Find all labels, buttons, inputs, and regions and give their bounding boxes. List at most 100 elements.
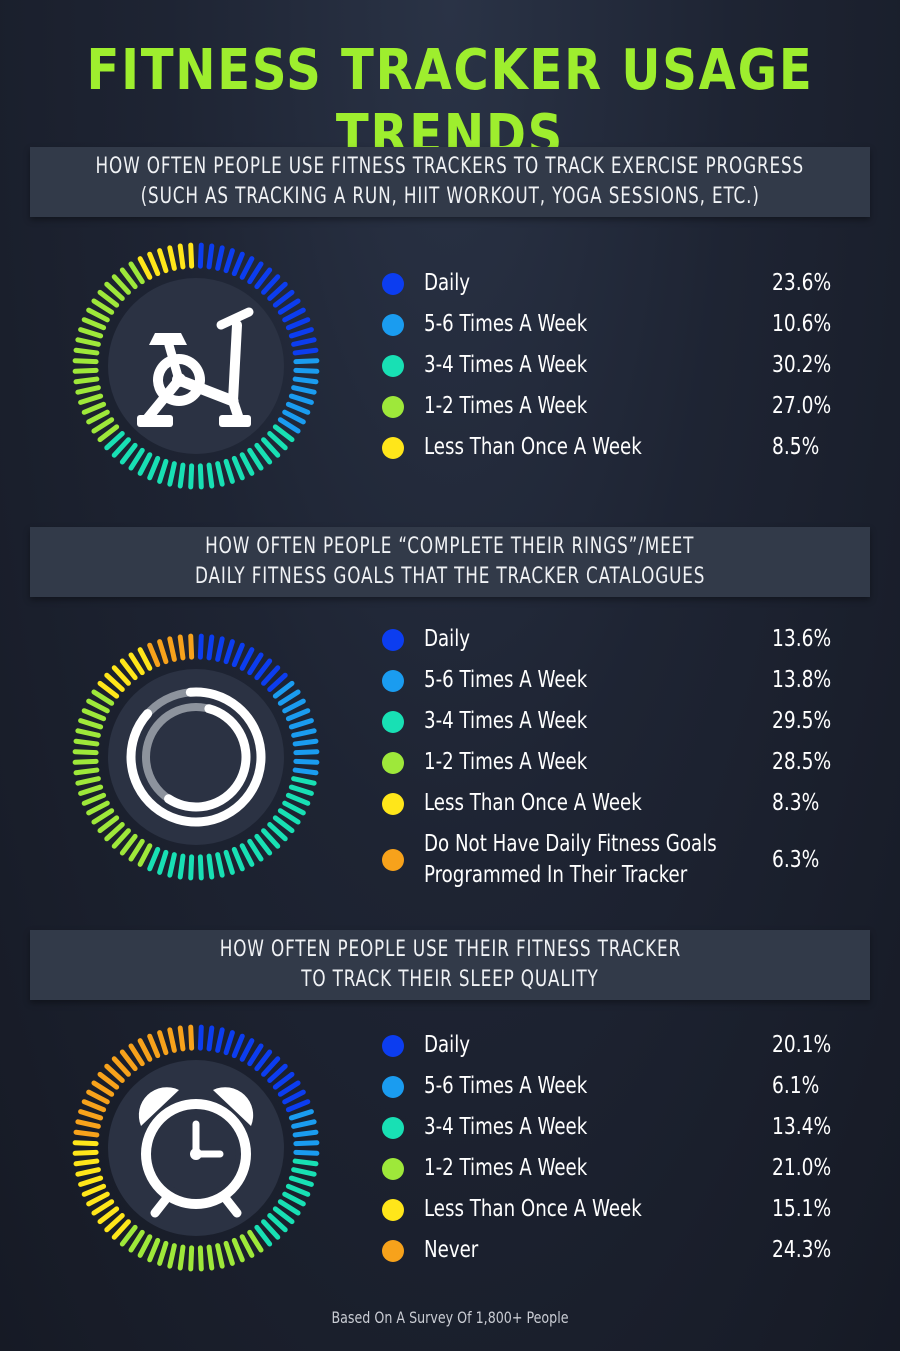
dial-tick-never xyxy=(75,1119,101,1129)
legend-color-dot xyxy=(382,710,404,733)
legend-color-dot xyxy=(382,1034,404,1057)
dial-tick-daily xyxy=(261,665,281,686)
dial-tick-1-2-times-a-week xyxy=(81,401,107,415)
dial-tick-5-6-times-a-week xyxy=(288,1109,314,1121)
dial-tick-5-6-times-a-week xyxy=(292,767,319,776)
dial-tick-daily xyxy=(215,1027,225,1053)
dial-tick-1-2-times-a-week xyxy=(75,385,101,395)
dial-tick-3-4-times-a-week xyxy=(277,1199,301,1216)
dial-tick-1-2-times-a-week xyxy=(137,1234,153,1258)
legend-label: Less Than Once A Week xyxy=(424,790,642,816)
dial-tick-1-2-times-a-week xyxy=(97,289,120,308)
dial-tick-less-than-once-a-week xyxy=(75,1167,101,1177)
legend-label: 1-2 Times A Week xyxy=(424,749,588,775)
dial-tick-1-2-times-a-week xyxy=(111,274,131,295)
dial-tick-less-than-once-a-week xyxy=(78,1175,104,1187)
dial-tick-daily xyxy=(254,1049,273,1072)
dial-tick-3-4-times-a-week xyxy=(261,828,281,849)
dial-tick-1-2-times-a-week xyxy=(91,808,115,825)
dial-tick-3-4-times-a-week xyxy=(291,1167,317,1177)
dial-tick-daily xyxy=(261,274,281,295)
dial-tick-daily xyxy=(285,1099,311,1113)
dial-tick-never xyxy=(97,1071,120,1090)
dial-tick-3-4-times-a-week xyxy=(104,431,125,451)
dial-tick-3-4-times-a-week xyxy=(288,1175,314,1187)
dial-tick-5-6-times-a-week xyxy=(277,689,301,706)
legend-label: 3-4 Times A Week xyxy=(424,1114,588,1140)
section-3-donut-chart xyxy=(72,1024,320,1272)
dial-tick-daily xyxy=(267,672,288,692)
dial-tick-3-4-times-a-week xyxy=(157,849,169,875)
dial-tick-less-than-once-a-week xyxy=(73,1158,100,1167)
dial-tick-daily xyxy=(231,1033,245,1059)
section-3-header-line-1: HOW OFTEN PEOPLE USE THEIR FITNESS TRACK… xyxy=(219,937,681,962)
dial-tick-less-than-once-a-week xyxy=(137,647,153,671)
dial-tick-3-4-times-a-week xyxy=(239,843,255,867)
dial-tick-1-2-times-a-week xyxy=(147,1237,161,1263)
dial-tick-daily xyxy=(272,289,295,308)
dial-tick-3-4-times-a-week xyxy=(137,452,153,476)
dial-tick-1-2-times-a-week xyxy=(75,776,101,786)
dial-tick-less-than-once-a-week xyxy=(137,256,153,280)
dial-tick-5-6-times-a-week xyxy=(293,1140,320,1147)
section-1-donut-chart xyxy=(72,242,320,490)
dial-tick-3-4-times-a-week xyxy=(197,854,204,881)
dial-tick-never xyxy=(81,1099,107,1113)
dial-tick-1-2-times-a-week xyxy=(104,281,125,301)
legend-label: Less Than Once A Week xyxy=(424,1196,642,1222)
dial-tick-daily xyxy=(215,636,225,662)
dial-tick-3-4-times-a-week xyxy=(167,852,177,878)
dial-tick-5-6-times-a-week xyxy=(282,409,306,425)
dial-tick-daily xyxy=(223,639,235,665)
dial-tick-1-2-times-a-week xyxy=(223,1240,235,1266)
legend-label: 5-6 Times A Week xyxy=(424,667,588,693)
dial-tick-3-4-times-a-week xyxy=(119,442,138,465)
legend-value: 28.5% xyxy=(772,749,832,775)
dial-tick-5-6-times-a-week xyxy=(291,385,317,395)
dial-tick-daily xyxy=(206,634,215,661)
dial-tick-daily xyxy=(285,317,311,331)
dial-tick-1-2-times-a-week xyxy=(72,358,99,365)
dial-tick-5-6-times-a-week xyxy=(293,367,320,374)
legend-value: 27.0% xyxy=(772,393,832,419)
dial-tick-5-6-times-a-week xyxy=(288,718,314,730)
dial-tick-3-4-times-a-week xyxy=(272,424,295,443)
dial-tick-3-4-times-a-week xyxy=(277,808,301,825)
dial-tick-daily xyxy=(282,307,306,323)
dial-tick-daily xyxy=(247,1043,264,1067)
dial-tick-1-2-times-a-week xyxy=(247,1229,264,1253)
dial-tick-5-6-times-a-week xyxy=(291,728,317,738)
dial-tick-1-2-times-a-week xyxy=(86,800,110,816)
dial-tick-never xyxy=(111,1056,131,1077)
legend-value: 20.1% xyxy=(772,1032,832,1058)
dial-tick-daily xyxy=(288,327,314,339)
dial-tick-1-2-times-a-week xyxy=(197,1245,204,1272)
dial-tick-3-4-times-a-week xyxy=(206,462,215,489)
dial-tick-1-2-times-a-week xyxy=(73,347,100,356)
activity-rings-icon xyxy=(126,687,266,827)
section-1-header-line-2: (SUCH AS TRACKING A RUN, HIIT WORKOUT, Y… xyxy=(140,184,760,209)
dial-tick-less-than-once-a-week xyxy=(119,658,138,681)
dial-tick-less-than-once-a-week xyxy=(104,672,125,692)
legend-color-dot xyxy=(382,395,404,418)
legend-color-dot xyxy=(382,272,404,295)
dial-tick-5-6-times-a-week xyxy=(292,1129,319,1138)
legend-label: 1-2 Times A Week xyxy=(424,393,588,419)
dial-tick-never xyxy=(128,1043,145,1067)
dial-tick-never xyxy=(157,1030,169,1056)
dial-tick-3-4-times-a-week xyxy=(254,833,273,856)
dial-tick-daily xyxy=(247,652,264,676)
dial-tick-1-2-times-a-week xyxy=(73,738,100,747)
dial-tick-daily xyxy=(267,1063,288,1083)
dial-tick-daily xyxy=(215,245,225,271)
survey-footnote: Based On A Survey Of 1,800+ People xyxy=(331,1308,569,1327)
dial-tick-3-4-times-a-week xyxy=(291,776,317,786)
dial-tick-3-4-times-a-week xyxy=(261,1219,281,1240)
dial-tick-less-than-once-a-week xyxy=(157,248,169,274)
dial-tick-less-than-once-a-week xyxy=(91,1199,115,1216)
dial-tick-daily xyxy=(197,1024,204,1051)
dial-tick-daily xyxy=(239,256,255,280)
dial-tick-1-2-times-a-week xyxy=(73,767,100,776)
dial-tick-5-6-times-a-week xyxy=(293,1149,320,1156)
dial-tick-3-4-times-a-week xyxy=(292,1158,319,1167)
